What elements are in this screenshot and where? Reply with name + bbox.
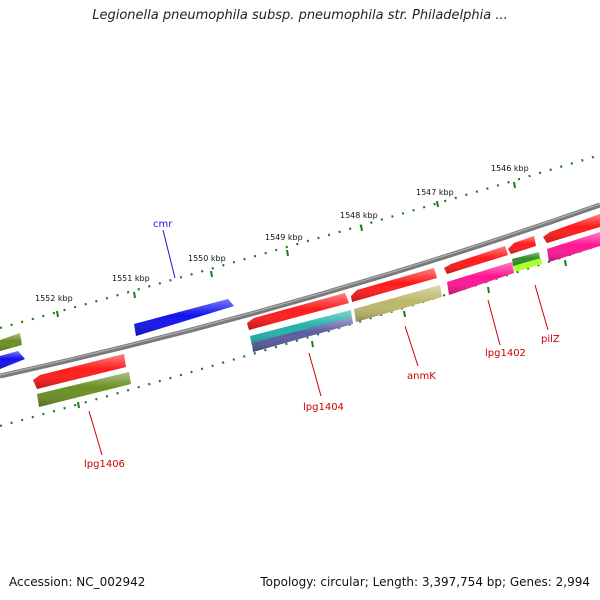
genome-backbone [0,202,600,379]
lower-tick [564,259,567,267]
lower-scale-major-ticks [77,259,567,409]
gene-olive-left[interactable] [0,333,22,351]
kbp-label-1551: 1551 kbp [112,274,150,283]
gene-lpg1402-magenta[interactable] [447,262,514,295]
lower-tick [77,401,80,409]
tick-1552 [56,310,59,318]
gene-pilZ-red[interactable] [508,236,536,254]
gene-anmK-red[interactable] [351,268,437,302]
kbp-label-1552: 1552 kbp [35,294,73,303]
lower-tick [403,310,406,318]
gene-right-magenta[interactable] [547,232,600,262]
kbp-label-1547: 1547 kbp [416,188,454,197]
genome-backbone-highlight [0,203,600,376]
kbp-label-1550: 1550 kbp [188,254,226,263]
gene-label-pilZ[interactable]: pilZ [541,334,560,345]
gene-label-lpg1402[interactable]: lpg1402 [485,348,526,359]
gene-label-lpg1406[interactable]: lpg1406 [84,459,125,470]
tick-1548 [360,224,363,232]
lower-tick [487,286,490,294]
accession-text: Accession: NC_002942 [9,575,146,589]
tick-1546 [513,181,516,189]
gene-lpg1406-olive[interactable] [37,372,131,407]
gene-cmr[interactable] [134,299,234,336]
topology-text: Topology: circular; Length: 3,397,754 bp… [260,575,590,589]
tick-1549 [286,249,289,257]
tick-1551 [133,291,136,299]
leader-cmr [162,229,176,279]
leader-lpg1402 [487,299,501,346]
gene-lpg1404-red[interactable] [247,293,349,330]
gene-lpg1404-slate[interactable] [252,317,353,352]
gene-pilZ-lime[interactable] [513,258,542,272]
leader-lpg1404 [308,352,322,397]
gene-anmK-khaki[interactable] [354,285,442,322]
kbp-label-1549: 1549 kbp [265,233,303,242]
gene-lpg1402-red[interactable] [444,246,508,274]
kbp-label-1546: 1546 kbp [491,164,529,173]
leader-anmK [404,325,419,367]
gene-pilZ-green[interactable] [512,252,540,266]
gene-label-lpg1404[interactable]: lpg1404 [303,402,344,413]
gene-lpg1406-red[interactable] [33,354,126,389]
scale-major-ticks [56,181,516,318]
tick-1550 [210,270,213,278]
leader-pilZ [534,284,549,331]
gene-label-anmK[interactable]: anmK [407,371,436,382]
lower-tick [311,340,314,348]
gene-label-cmr[interactable]: cmr [153,219,173,230]
tick-1547 [436,200,439,208]
gene-blue-left[interactable] [0,351,25,369]
kbp-label-1548: 1548 kbp [340,211,378,220]
leader-lpg1406 [88,410,103,456]
gene-right-red[interactable] [543,214,600,243]
map-title: Legionella pneumophila subsp. pneumophil… [92,8,508,23]
